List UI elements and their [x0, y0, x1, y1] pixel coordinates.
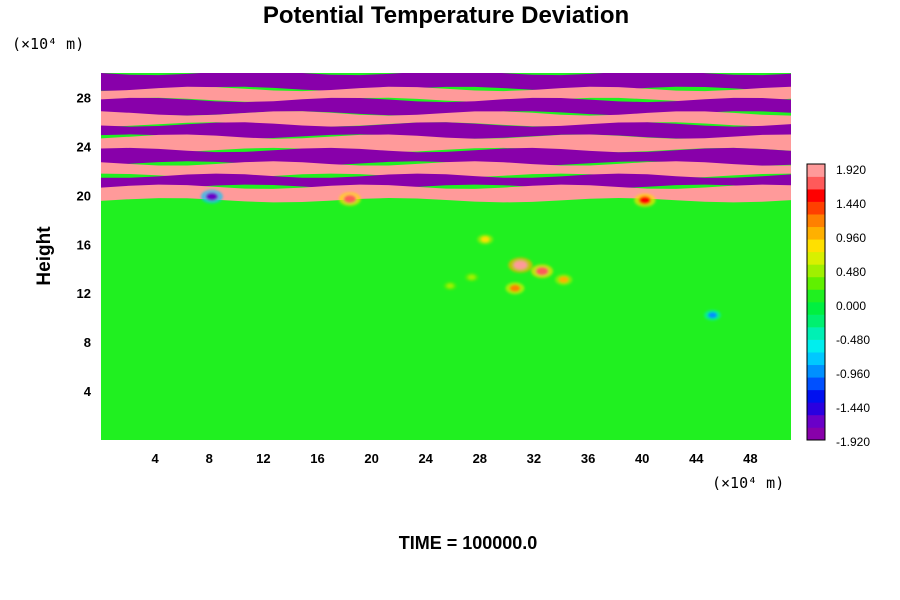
- y-tick-label: 24: [77, 139, 92, 154]
- plot-area: [101, 73, 791, 440]
- stripe-band: [101, 73, 791, 92]
- upper-stripes: [101, 73, 791, 203]
- colorbar-swatch: [807, 377, 825, 391]
- colorbar-labels: 1.920 1.440 0.960 0.480 0.000 -0.480 -0.960 -1.…: [836, 163, 870, 449]
- x-tick-label: 40: [635, 451, 649, 466]
- y-tick-label: 20: [77, 188, 91, 203]
- colorbar: [806, 163, 826, 441]
- colorbar-swatch: [807, 302, 825, 315]
- anomaly-core: [480, 236, 490, 243]
- y-ticks: 4 8 12 16 20 24 28: [77, 91, 92, 400]
- colorbar-swatch: [807, 251, 825, 265]
- stripe-band: [101, 147, 791, 166]
- x-tick-label: 4: [151, 451, 159, 466]
- colorbar-swatch: [807, 176, 825, 190]
- stripe-band: [101, 122, 791, 139]
- colorbar-label: 1.920: [836, 163, 866, 177]
- y-unit-label: (×10⁴ m): [12, 35, 84, 53]
- y-tick-label: 12: [77, 286, 91, 301]
- anomaly-core: [343, 194, 357, 204]
- colorbar-swatch: [807, 352, 825, 366]
- colorbar-label: 0.960: [836, 231, 866, 245]
- x-tick-label: 44: [689, 451, 704, 466]
- anomaly-core: [205, 192, 219, 201]
- colorbar-frame: [806, 163, 826, 441]
- y-axis-label: Height: [34, 226, 55, 286]
- y-tick-label: 4: [84, 384, 92, 399]
- x-tick-label: 12: [256, 451, 270, 466]
- anomaly-core: [513, 260, 528, 270]
- x-tick-label: 36: [581, 451, 595, 466]
- colorbar-label: -0.960: [836, 367, 870, 381]
- colorbar-swatch: [807, 389, 825, 403]
- x-tick-label: 16: [310, 451, 324, 466]
- colorbar-swatch: [807, 364, 825, 378]
- anomaly-core: [509, 284, 521, 292]
- x-tick-label: 28: [473, 451, 487, 466]
- colorbar-label: 0.000: [836, 299, 866, 313]
- anomaly-core: [558, 276, 569, 283]
- colorbar-swatch: [807, 314, 825, 328]
- x-tick-label: 48: [743, 451, 757, 466]
- colorbar-swatch: [807, 402, 825, 416]
- colorbar-label: 0.480: [836, 265, 866, 279]
- y-tick-label: 28: [77, 91, 91, 106]
- colorbar-swatch: [807, 264, 825, 278]
- colorbar-swatch: [807, 164, 825, 177]
- x-unit-label: (×10⁴ m): [712, 474, 784, 492]
- colorbar-swatch: [807, 189, 825, 202]
- colorbar-swatch: [807, 414, 825, 428]
- colorbar-swatch: [807, 276, 825, 290]
- colorbar-swatch: [807, 214, 825, 228]
- colorbar-swatch: [807, 239, 825, 253]
- y-tick-label: 16: [77, 237, 91, 252]
- anomaly-group: [201, 189, 721, 321]
- anomaly-core: [639, 196, 651, 205]
- chart-title: Potential Temperature Deviation: [263, 2, 629, 29]
- stripe-band: [101, 86, 791, 102]
- colorbar-swatch: [807, 339, 825, 353]
- stripe-band: [101, 97, 791, 116]
- x-tick-label: 20: [364, 451, 378, 466]
- stripe-band: [101, 184, 791, 203]
- colorbar-swatch: [807, 201, 825, 215]
- x-tick-label: 32: [527, 451, 541, 466]
- colorbar-label: -1.440: [836, 401, 870, 415]
- anomaly-core: [707, 312, 718, 319]
- colorbar-swatch: [807, 289, 825, 303]
- stripe-band: [101, 173, 791, 189]
- colorbar-swatch: [807, 327, 825, 340]
- time-label: TIME = 100000.0: [399, 533, 538, 553]
- colorbar-swatch: [807, 226, 825, 240]
- anomaly-core: [467, 274, 476, 280]
- colorbar-label: -1.920: [836, 435, 870, 449]
- x-ticks: 4 8 12 16 20 24 28 32 36 40 44 48: [151, 451, 757, 466]
- x-tick-label: 24: [418, 451, 433, 466]
- anomaly-core: [446, 283, 454, 289]
- colorbar-label: 1.440: [836, 197, 866, 211]
- colorbar-label: -0.480: [836, 333, 870, 347]
- stripe-band: [101, 134, 791, 153]
- anomaly-core: [535, 267, 549, 276]
- y-tick-label: 8: [84, 335, 91, 350]
- colorbar-swatch: [807, 427, 825, 441]
- x-tick-label: 8: [206, 451, 213, 466]
